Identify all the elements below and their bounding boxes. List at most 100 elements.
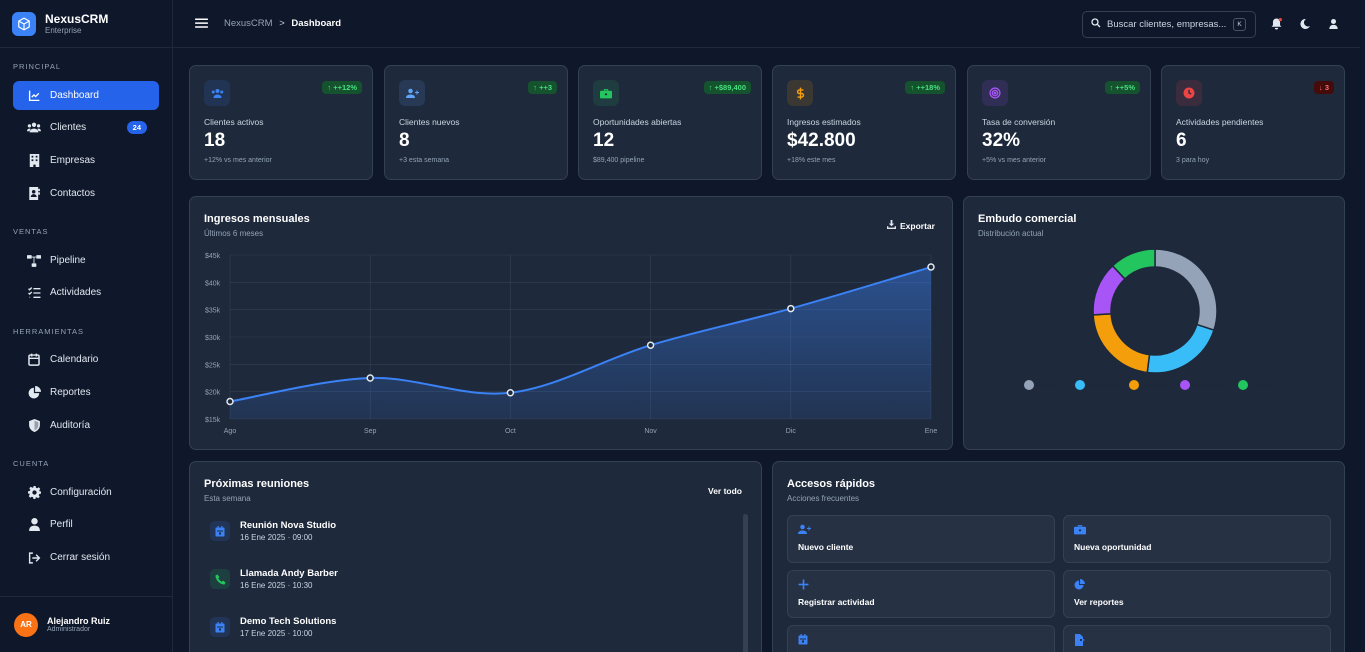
data-point[interactable] xyxy=(366,374,374,382)
legend-label: Negociación xyxy=(1192,381,1231,389)
meeting-title: Llamada Andy Barber xyxy=(240,568,338,579)
quick-action-button[interactable]: Ver reportes xyxy=(1063,570,1331,618)
legend-swatch xyxy=(1129,380,1140,390)
legend-item[interactable]: Propuesta xyxy=(1129,380,1173,390)
sidebar-item-auditoria[interactable]: Auditoría xyxy=(13,411,159,440)
data-point[interactable] xyxy=(646,341,655,349)
revenue-title: Ingresos mensuales xyxy=(204,213,310,225)
trend-badge: ↑ ++3 xyxy=(528,81,557,94)
target-icon xyxy=(982,80,1008,106)
meetings-scrollbar[interactable] xyxy=(743,514,748,652)
sidebar-item-cerrar-sesion[interactable]: Cerrar sesión xyxy=(13,543,159,572)
meeting-title: Reunión Nova Studio xyxy=(240,520,337,531)
stat-card[interactable]: ↓ 3 Actividades pendientes 6 3 para hoy xyxy=(1161,65,1345,180)
donut-slice[interactable] xyxy=(1111,248,1156,280)
donut-slice[interactable] xyxy=(1146,323,1215,374)
meeting-date: 16 Ene 2025 · 09:00 xyxy=(240,533,313,542)
hamburger-menu-icon[interactable] xyxy=(195,17,209,31)
stat-card[interactable]: ↑ ++5% Tasa de conversión 32% +5% vs mes… xyxy=(967,65,1151,180)
x-tick-label: Ene xyxy=(925,428,938,435)
legend-swatch xyxy=(1024,380,1034,390)
gear-icon xyxy=(27,486,41,500)
legend-item[interactable]: Contactado xyxy=(1074,380,1122,390)
sidebar-item-label: Pipeline xyxy=(50,255,86,266)
meeting-item[interactable]: Llamada Andy Barber 16 Ene 2025 · 10:30 xyxy=(210,564,338,594)
phone-icon xyxy=(210,569,230,589)
sidebar-item-empresas[interactable]: Empresas xyxy=(13,146,159,175)
sidebar-item-contactos[interactable]: Contactos xyxy=(13,179,159,208)
stat-card[interactable]: ↑ ++3 Clientes nuevos 8 +3 esta semana xyxy=(384,65,568,180)
revenue-card: Ingresos mensuales Últimos 6 meses Expor… xyxy=(189,196,953,450)
sidebar-item-label: Perfil xyxy=(50,519,73,530)
brand-sub: Enterprise xyxy=(45,26,82,35)
stat-card[interactable]: ↑ ++18% Ingresos estimados $42.800 +18% … xyxy=(772,65,956,180)
stat-value: $42.800 xyxy=(787,130,856,151)
funnel-subtitle: Distribución actual xyxy=(978,229,1044,238)
donut-slice[interactable] xyxy=(1092,312,1151,374)
sidebar-item-pipeline[interactable]: Pipeline xyxy=(13,246,159,275)
data-point[interactable] xyxy=(506,389,515,397)
sidebar-item-label: Reportes xyxy=(50,387,91,398)
meeting-item[interactable]: Demo Tech Solutions 17 Ene 2025 · 10:00 xyxy=(210,612,336,642)
brand[interactable]: NexusCRM Enterprise xyxy=(0,0,172,48)
chart-line-icon xyxy=(27,89,41,103)
stat-sub: +3 esta semana xyxy=(399,157,450,164)
data-point[interactable] xyxy=(226,397,234,406)
sidebar-item-actividades[interactable]: Actividades xyxy=(13,278,159,307)
data-point[interactable] xyxy=(787,304,795,313)
legend-label: Prospecto xyxy=(1036,381,1068,389)
sidebar-item-label: Calendario xyxy=(50,354,99,365)
stat-sub: +18% este mes xyxy=(787,157,836,164)
sidebar-item-dashboard[interactable]: Dashboard xyxy=(13,81,159,110)
quick-action-label: Nueva oportunidad xyxy=(1074,542,1152,552)
moon-icon[interactable] xyxy=(1298,17,1312,31)
quick-action-button[interactable] xyxy=(787,625,1055,652)
trend-badge: ↑ ++18% xyxy=(905,81,945,94)
sidebar-item-calendario[interactable]: Calendario xyxy=(13,345,159,374)
nav-section-herramientas: HERRAMIENTAS xyxy=(13,327,85,336)
sidebar-item-label: Auditoría xyxy=(50,420,91,431)
legend-item[interactable]: Negociación xyxy=(1180,380,1231,390)
bell-icon[interactable] xyxy=(1269,17,1283,31)
quick-action-button[interactable]: Nuevo cliente xyxy=(787,515,1055,563)
x-tick-label: Nov xyxy=(644,428,657,435)
user-icon[interactable] xyxy=(1326,17,1340,31)
donut-slice[interactable] xyxy=(1154,248,1218,332)
sidebar-item-reportes[interactable]: Reportes xyxy=(13,378,159,407)
quick-action-button[interactable]: Nueva oportunidad xyxy=(1063,515,1331,563)
legend-label: Propuesta xyxy=(1141,381,1174,389)
search-input[interactable] xyxy=(1107,19,1233,30)
sidebar-item-label: Empresas xyxy=(50,155,96,166)
sidebar-item-configuracion[interactable]: Configuración xyxy=(13,478,159,507)
stat-value: 6 xyxy=(1176,130,1187,151)
meeting-title: Demo Tech Solutions xyxy=(240,616,337,627)
stat-card[interactable]: ↑ +$89,400 Oportunidades abiertas 12 $89… xyxy=(578,65,762,180)
calendar-icon xyxy=(798,634,812,648)
stat-card[interactable]: ↑ ++12% Clientes activos 18 +12% vs mes … xyxy=(189,65,373,180)
funnel-card: Embudo comercial Distribución actual Pro… xyxy=(963,196,1345,450)
user-role: Administrador xyxy=(47,626,91,633)
revenue-area xyxy=(230,267,931,419)
legend-item[interactable]: Prospecto xyxy=(1024,380,1068,390)
export-button[interactable]: Exportar xyxy=(887,220,935,231)
calendar-icon xyxy=(210,617,230,637)
x-tick-label: Oct xyxy=(505,428,516,435)
meeting-item[interactable]: Reunión Nova Studio 16 Ene 2025 · 09:00 xyxy=(210,516,336,546)
search-box[interactable]: K xyxy=(1082,11,1256,38)
user-name: Alejandro Ruiz xyxy=(47,616,111,626)
y-tick-label: $45k xyxy=(205,253,221,260)
sidebar-item-clientes[interactable]: Clientes 24 xyxy=(13,113,159,142)
user-profile[interactable]: AR Alejandro Ruiz Administrador xyxy=(0,596,172,652)
stat-label: Clientes activos xyxy=(204,117,264,127)
dollar-icon xyxy=(787,80,813,106)
legend-item[interactable]: Ganado xyxy=(1237,380,1275,390)
y-tick-label: $35k xyxy=(205,308,221,315)
view-all-link[interactable]: Ver todo xyxy=(708,486,743,496)
sidebar-item-perfil[interactable]: Perfil xyxy=(13,510,159,539)
quick-action-button[interactable]: Registrar actividad xyxy=(787,570,1055,618)
quick-action-button[interactable] xyxy=(1063,625,1331,652)
data-point[interactable] xyxy=(927,263,935,271)
legend-swatch xyxy=(1180,380,1191,390)
briefcase-icon xyxy=(1074,524,1088,538)
breadcrumb-root[interactable]: NexusCRM xyxy=(224,18,273,29)
